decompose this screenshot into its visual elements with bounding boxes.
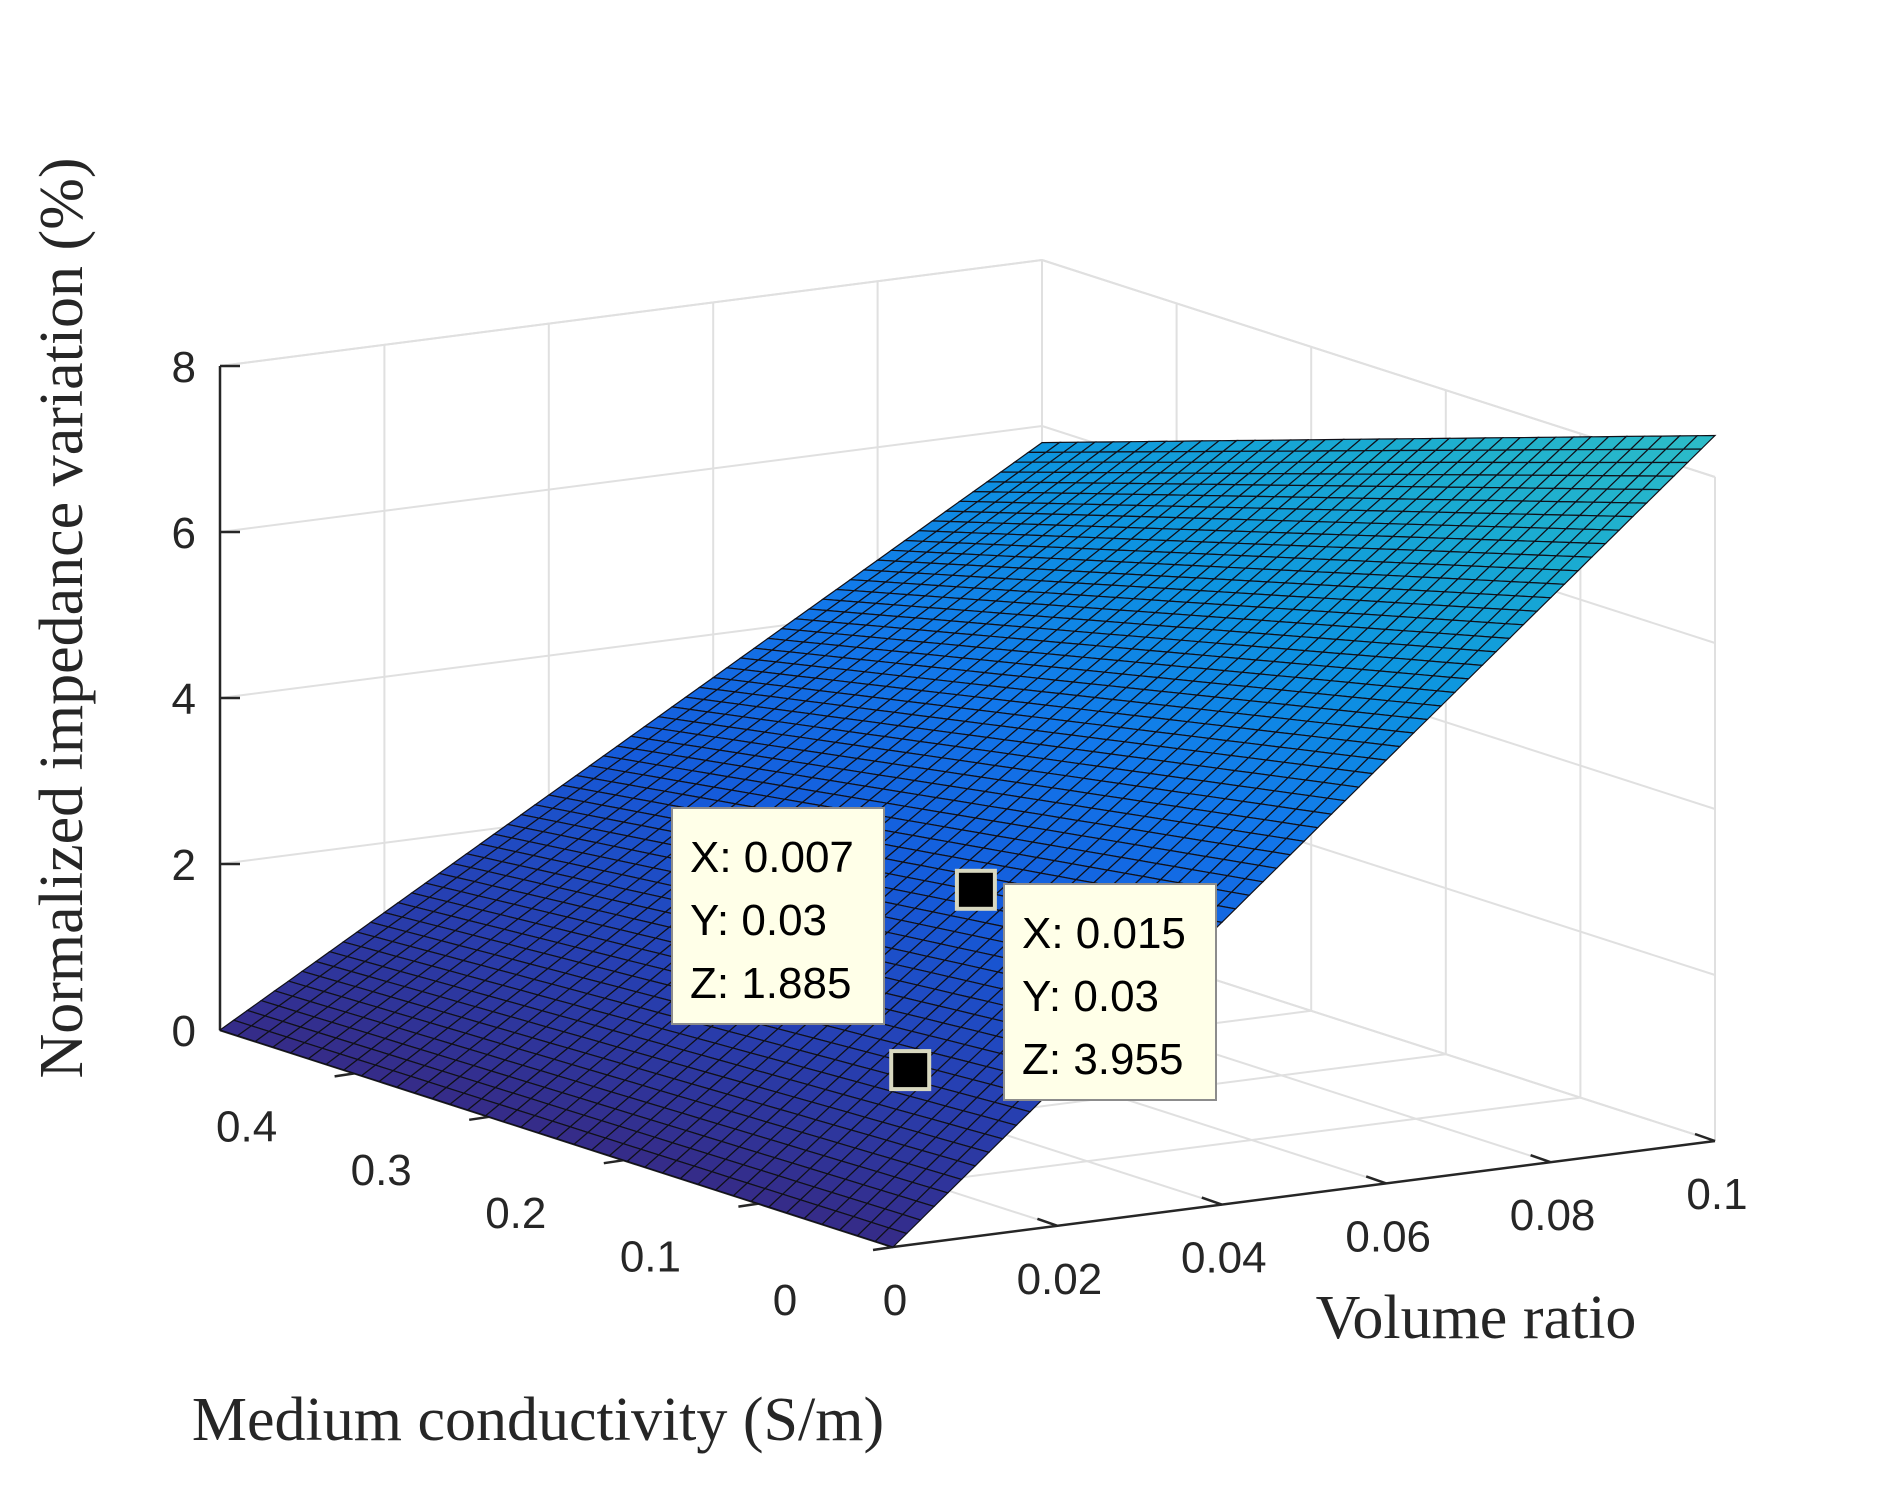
z-tick-label: 8 (172, 343, 196, 392)
datatip: X: 0.015 Y: 0.03 Z: 3.955 (954, 868, 1217, 1101)
grid-line (219, 259, 1043, 367)
y-tick-mark (603, 1158, 624, 1165)
datatip-box (671, 807, 885, 1025)
datatip-x-label: X: 0.015 (1022, 909, 1186, 958)
y-tick-label: 0.2 (485, 1189, 546, 1238)
x-tick-mark (1036, 1217, 1058, 1227)
datatip-marker (889, 1049, 932, 1092)
y-tick-label: 0.4 (216, 1102, 277, 1151)
x-tick-label: 0.08 (1510, 1191, 1596, 1240)
x-tick-mark (1530, 1154, 1552, 1164)
x-tick-mark (1365, 1175, 1387, 1185)
z-axis-title: Normalized impedance variation (%) (28, 158, 96, 1079)
z-tick-label: 4 (172, 675, 196, 724)
x-tick-label: 0.1 (1686, 1170, 1747, 1219)
surface-plot (218, 434, 1717, 1248)
datatip-x-label: X: 0.007 (690, 833, 854, 882)
y-tick-label: 0.1 (620, 1233, 681, 1282)
tick-labels: 0 0.02 0.04 0.06 0.08 0.1 0 0.1 0.2 0.3 0.4 0 2 4 6 8 (172, 343, 1748, 1325)
y-tick-mark (469, 1115, 490, 1122)
x-tick-mark (1201, 1196, 1223, 1206)
datatip-y-label: Y: 0.03 (1022, 972, 1159, 1021)
datatips: X: 0.007 Y: 0.03 Z: 1.885 X: 0.015 Y: 0.03 Z:… (671, 807, 1217, 1101)
x-tick-mark (1694, 1132, 1716, 1143)
y-tick-mark (738, 1202, 759, 1208)
datatip-marker (954, 868, 997, 911)
y-axis-title: Medium conductivity (S/m) (192, 1386, 884, 1454)
x-tick-label: 0.04 (1181, 1234, 1267, 1283)
x-tick-label: 0.02 (1017, 1255, 1103, 1304)
datatip-y-label: Y: 0.03 (690, 896, 827, 945)
y-tick-label: 0 (773, 1276, 797, 1325)
z-tick-label: 2 (172, 841, 196, 890)
z-tick-label: 0 (172, 1007, 196, 1056)
y-tick-label: 0.3 (351, 1146, 412, 1195)
x-tick-label: 0.06 (1345, 1212, 1431, 1261)
x-axis-line (892, 1139, 1716, 1249)
x-tick-label: 0 (883, 1276, 907, 1325)
grid-line (219, 425, 1043, 533)
datatip-z-label: Z: 3.955 (1022, 1035, 1183, 1084)
datatip-box (1003, 883, 1217, 1101)
z-tick-label: 6 (172, 509, 196, 558)
surface-patch (874, 1227, 908, 1248)
y-tick-mark (872, 1245, 894, 1252)
x-axis-title: Volume ratio (1316, 1284, 1637, 1352)
datatip: X: 0.007 Y: 0.03 Z: 1.885 (671, 807, 932, 1092)
datatip-z-label: Z: 1.885 (690, 959, 851, 1008)
y-tick-mark (334, 1072, 355, 1078)
